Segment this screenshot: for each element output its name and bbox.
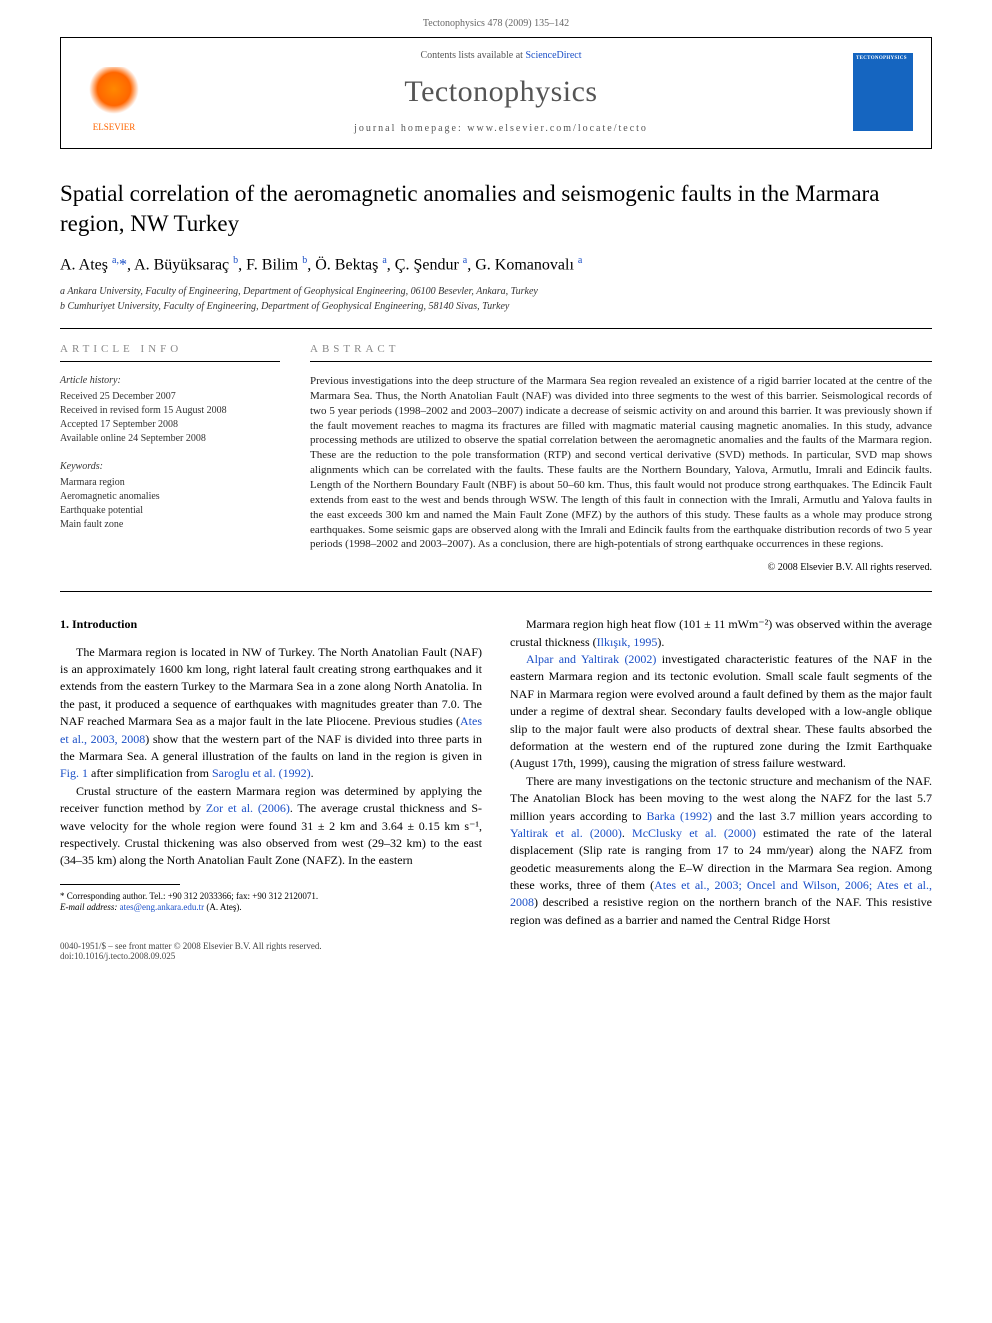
journal-name: Tectonophysics (149, 75, 853, 109)
sciencedirect-link[interactable]: ScienceDirect (525, 50, 581, 61)
history-label: Article history: (60, 374, 280, 388)
article-info-heading: article info (60, 343, 280, 362)
keywords-label: Keywords: (60, 460, 280, 474)
cover-title: TECTONOPHYSICS (856, 56, 910, 61)
doi-line: doi:10.1016/j.tecto.2008.09.025 (60, 951, 322, 961)
intro-paragraph-4: Alpar and Yaltirak (2002) investigated c… (510, 651, 932, 773)
history-received: Received 25 December 2007 (60, 390, 280, 404)
affiliations: a Ankara University, Faculty of Engineer… (60, 284, 932, 329)
intro-paragraph-2: Crustal structure of the eastern Marmara… (60, 783, 482, 870)
homepage-prefix: journal homepage: (354, 123, 467, 134)
keyword-0: Marmara region (60, 476, 280, 490)
abstract-text: Previous investigations into the deep st… (310, 374, 932, 552)
intro-paragraph-3: Marmara region high heat flow (101 ± 11 … (510, 616, 932, 651)
corresponding-email-link[interactable]: ates@eng.ankara.edu.tr (120, 902, 205, 912)
page-footer: 0040-1951/$ – see front matter © 2008 El… (0, 929, 992, 979)
publisher-label: ELSEVIER (93, 122, 136, 132)
journal-homepage-line: journal homepage: www.elsevier.com/locat… (149, 123, 853, 134)
contents-prefix: Contents lists available at (420, 50, 525, 61)
keyword-2: Earthquake potential (60, 504, 280, 518)
running-head: Tectonophysics 478 (2009) 135–142 (0, 0, 992, 37)
history-revised: Received in revised form 15 August 2008 (60, 404, 280, 418)
ref-alpar-yaltirak-2002[interactable]: Alpar and Yaltirak (2002) (526, 652, 656, 666)
intro-paragraph-5: There are many investigations on the tec… (510, 773, 932, 930)
affiliation-a: a Ankara University, Faculty of Engineer… (60, 284, 932, 299)
history-accepted: Accepted 17 September 2008 (60, 418, 280, 432)
copyright-line: © 2008 Elsevier B.V. All rights reserved… (310, 562, 932, 573)
keyword-1: Aeromagnetic anomalies (60, 490, 280, 504)
ref-ilkisik-1995[interactable]: Ilkışık, 1995 (597, 635, 658, 649)
abstract-heading: abstract (310, 343, 932, 362)
keyword-3: Main fault zone (60, 518, 280, 532)
journal-cover-thumb: TECTONOPHYSICS (853, 53, 913, 131)
author-list: A. Ateş a,*, A. Büyüksaraç b, F. Bilim b… (60, 255, 932, 274)
ref-saroglu-1992[interactable]: Saroglu et al. (1992) (212, 766, 311, 780)
ref-zor-2006[interactable]: Zor et al. (2006) (206, 801, 290, 815)
ref-mcclusky-2000[interactable]: McClusky et al. (2000) (632, 826, 756, 840)
history-online: Available online 24 September 2008 (60, 432, 280, 446)
footnote-separator (60, 884, 180, 885)
fig-1-link[interactable]: Fig. 1 (60, 766, 88, 780)
affiliation-b: b Cumhuriyet University, Faculty of Engi… (60, 299, 932, 314)
article-info-column: article info Article history: Received 2… (60, 343, 280, 573)
article-body: 1. Introduction The Marmara region is lo… (60, 616, 932, 929)
ref-yaltirak-2000[interactable]: Yaltirak et al. (2000) (510, 826, 622, 840)
front-matter-line: 0040-1951/$ – see front matter © 2008 El… (60, 941, 322, 951)
article-title: Spatial correlation of the aeromagnetic … (60, 179, 932, 239)
contents-available-line: Contents lists available at ScienceDirec… (149, 50, 853, 61)
elsevier-tree-icon (89, 67, 139, 122)
ref-barka-1992[interactable]: Barka (1992) (646, 809, 712, 823)
email-label: E-mail address: (60, 902, 117, 912)
corresponding-author-footnote: * Corresponding author. Tel.: +90 312 20… (60, 891, 482, 914)
section-1-heading: 1. Introduction (60, 616, 482, 633)
intro-paragraph-1: The Marmara region is located in NW of T… (60, 644, 482, 783)
abstract-column: abstract Previous investigations into th… (310, 343, 932, 573)
homepage-url: www.elsevier.com/locate/tecto (467, 123, 648, 134)
elsevier-logo: ELSEVIER (79, 52, 149, 132)
journal-masthead: ELSEVIER Contents lists available at Sci… (60, 37, 932, 149)
